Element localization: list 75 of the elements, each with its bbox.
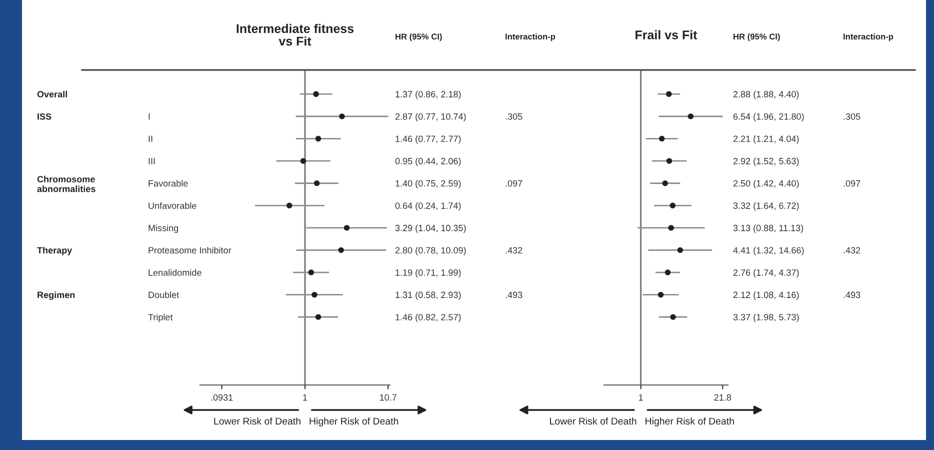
category-label: 2.88 (1.88, 4.40) [733,90,799,100]
category-label: 1.40 (0.75, 2.59) [396,180,461,188]
category-label: 2.87 (0.77, 10.74) [395,113,466,122]
category-label: Regimen [38,291,75,300]
category-label: .305 [844,113,860,120]
category-label: 3.32 (1.64, 6.72) [733,202,799,211]
point [314,180,320,186]
point [677,247,684,254]
x-tick-label: 1 [303,394,308,401]
point [666,158,672,164]
y-tick-label: Proteasome Inhibitor [148,246,232,254]
category-label: 2.21 (1.21, 4.04) [733,135,799,144]
category-label: 1.46 (0.82, 2.57) [396,314,461,322]
category-label: 6.54 (1.96, 21.80) [733,113,804,122]
category-label: .097 [844,180,860,187]
category-label: 3.37 (1.98, 5.73) [733,314,799,322]
point [666,91,672,97]
point [662,180,668,186]
category-label: .493 [506,292,522,298]
category-label: ISS [38,113,52,120]
category-label: .097 [506,180,522,187]
x-tick-label: 21.8 [714,394,732,401]
text: Higher Risk of Death [310,417,398,427]
category-label: 0.64 (0.24, 1.74) [395,202,461,211]
y-tick-label: Unfavorable [148,202,196,209]
text: Higher Risk of Death [646,417,734,427]
category-label: 0.95 (0.44, 2.06) [395,158,461,166]
text: Interaction-p [506,33,556,42]
text: Interaction-p [844,33,894,42]
y-tick-label: Triplet [148,314,173,322]
y-tick-label: III [148,158,155,164]
point [315,136,322,142]
category-label: .493 [844,292,860,298]
category-label: 3.29 (1.04, 10.35) [395,224,466,233]
category-label: .305 [506,113,522,120]
point [339,113,345,120]
point [670,314,676,320]
category-label: 2.80 (0.78, 10.09) [395,246,466,256]
category-label: 2.76 (1.74, 4.37) [733,269,799,278]
y-tick-label: Favorable [148,180,188,187]
point [664,270,671,276]
category-label: 3.13 (0.88, 11.13) [733,224,804,233]
text: HR (95% CI) [734,33,780,42]
text: Lower Risk of Death [214,417,300,425]
y-tick-label: Lenalidomide [148,269,202,276]
category-label: 1.37 (0.86, 2.18) [396,90,461,100]
x-tick-label: 10.7 [380,394,396,401]
category-label: .432 [844,247,860,254]
category-label: 1.19 (0.71, 1.99) [396,269,461,278]
category-label: 1.31 (0.58, 2.93) [396,291,461,300]
category-label: Overall [37,90,67,98]
x-tick-label: .0931 [211,394,233,401]
y-tick-label: I [148,113,150,120]
point [670,202,676,208]
text: Lower Risk of Death [550,417,636,425]
category-label: 2.50 (1.42, 4.40) [733,180,799,188]
y-tick-label: II [148,136,152,142]
category-label: Therapy [37,246,72,256]
x-tick-label: 1 [638,394,643,401]
y-tick-label: Doublet [148,291,180,298]
chart-title: Frail vs Fit [636,30,698,40]
category-label: 4.41 (1.32, 14.66) [733,246,804,256]
y-tick-label: Missing [148,224,178,233]
category-label: 1.46 (0.77, 2.77) [396,135,461,144]
category-label: .432 [506,247,522,254]
category-label: 2.92 (1.52, 5.63) [733,158,799,166]
point [313,91,319,97]
point [668,224,674,231]
chart-title: Intermediate fitness vs Fit [236,24,354,46]
text: HR (95% CI) [396,33,442,42]
point [312,292,318,298]
category-label: 2.12 (1.08, 4.16) [733,291,799,300]
category-label: Chromosome abnormalities [37,176,96,192]
point [315,314,322,320]
point [338,247,344,254]
